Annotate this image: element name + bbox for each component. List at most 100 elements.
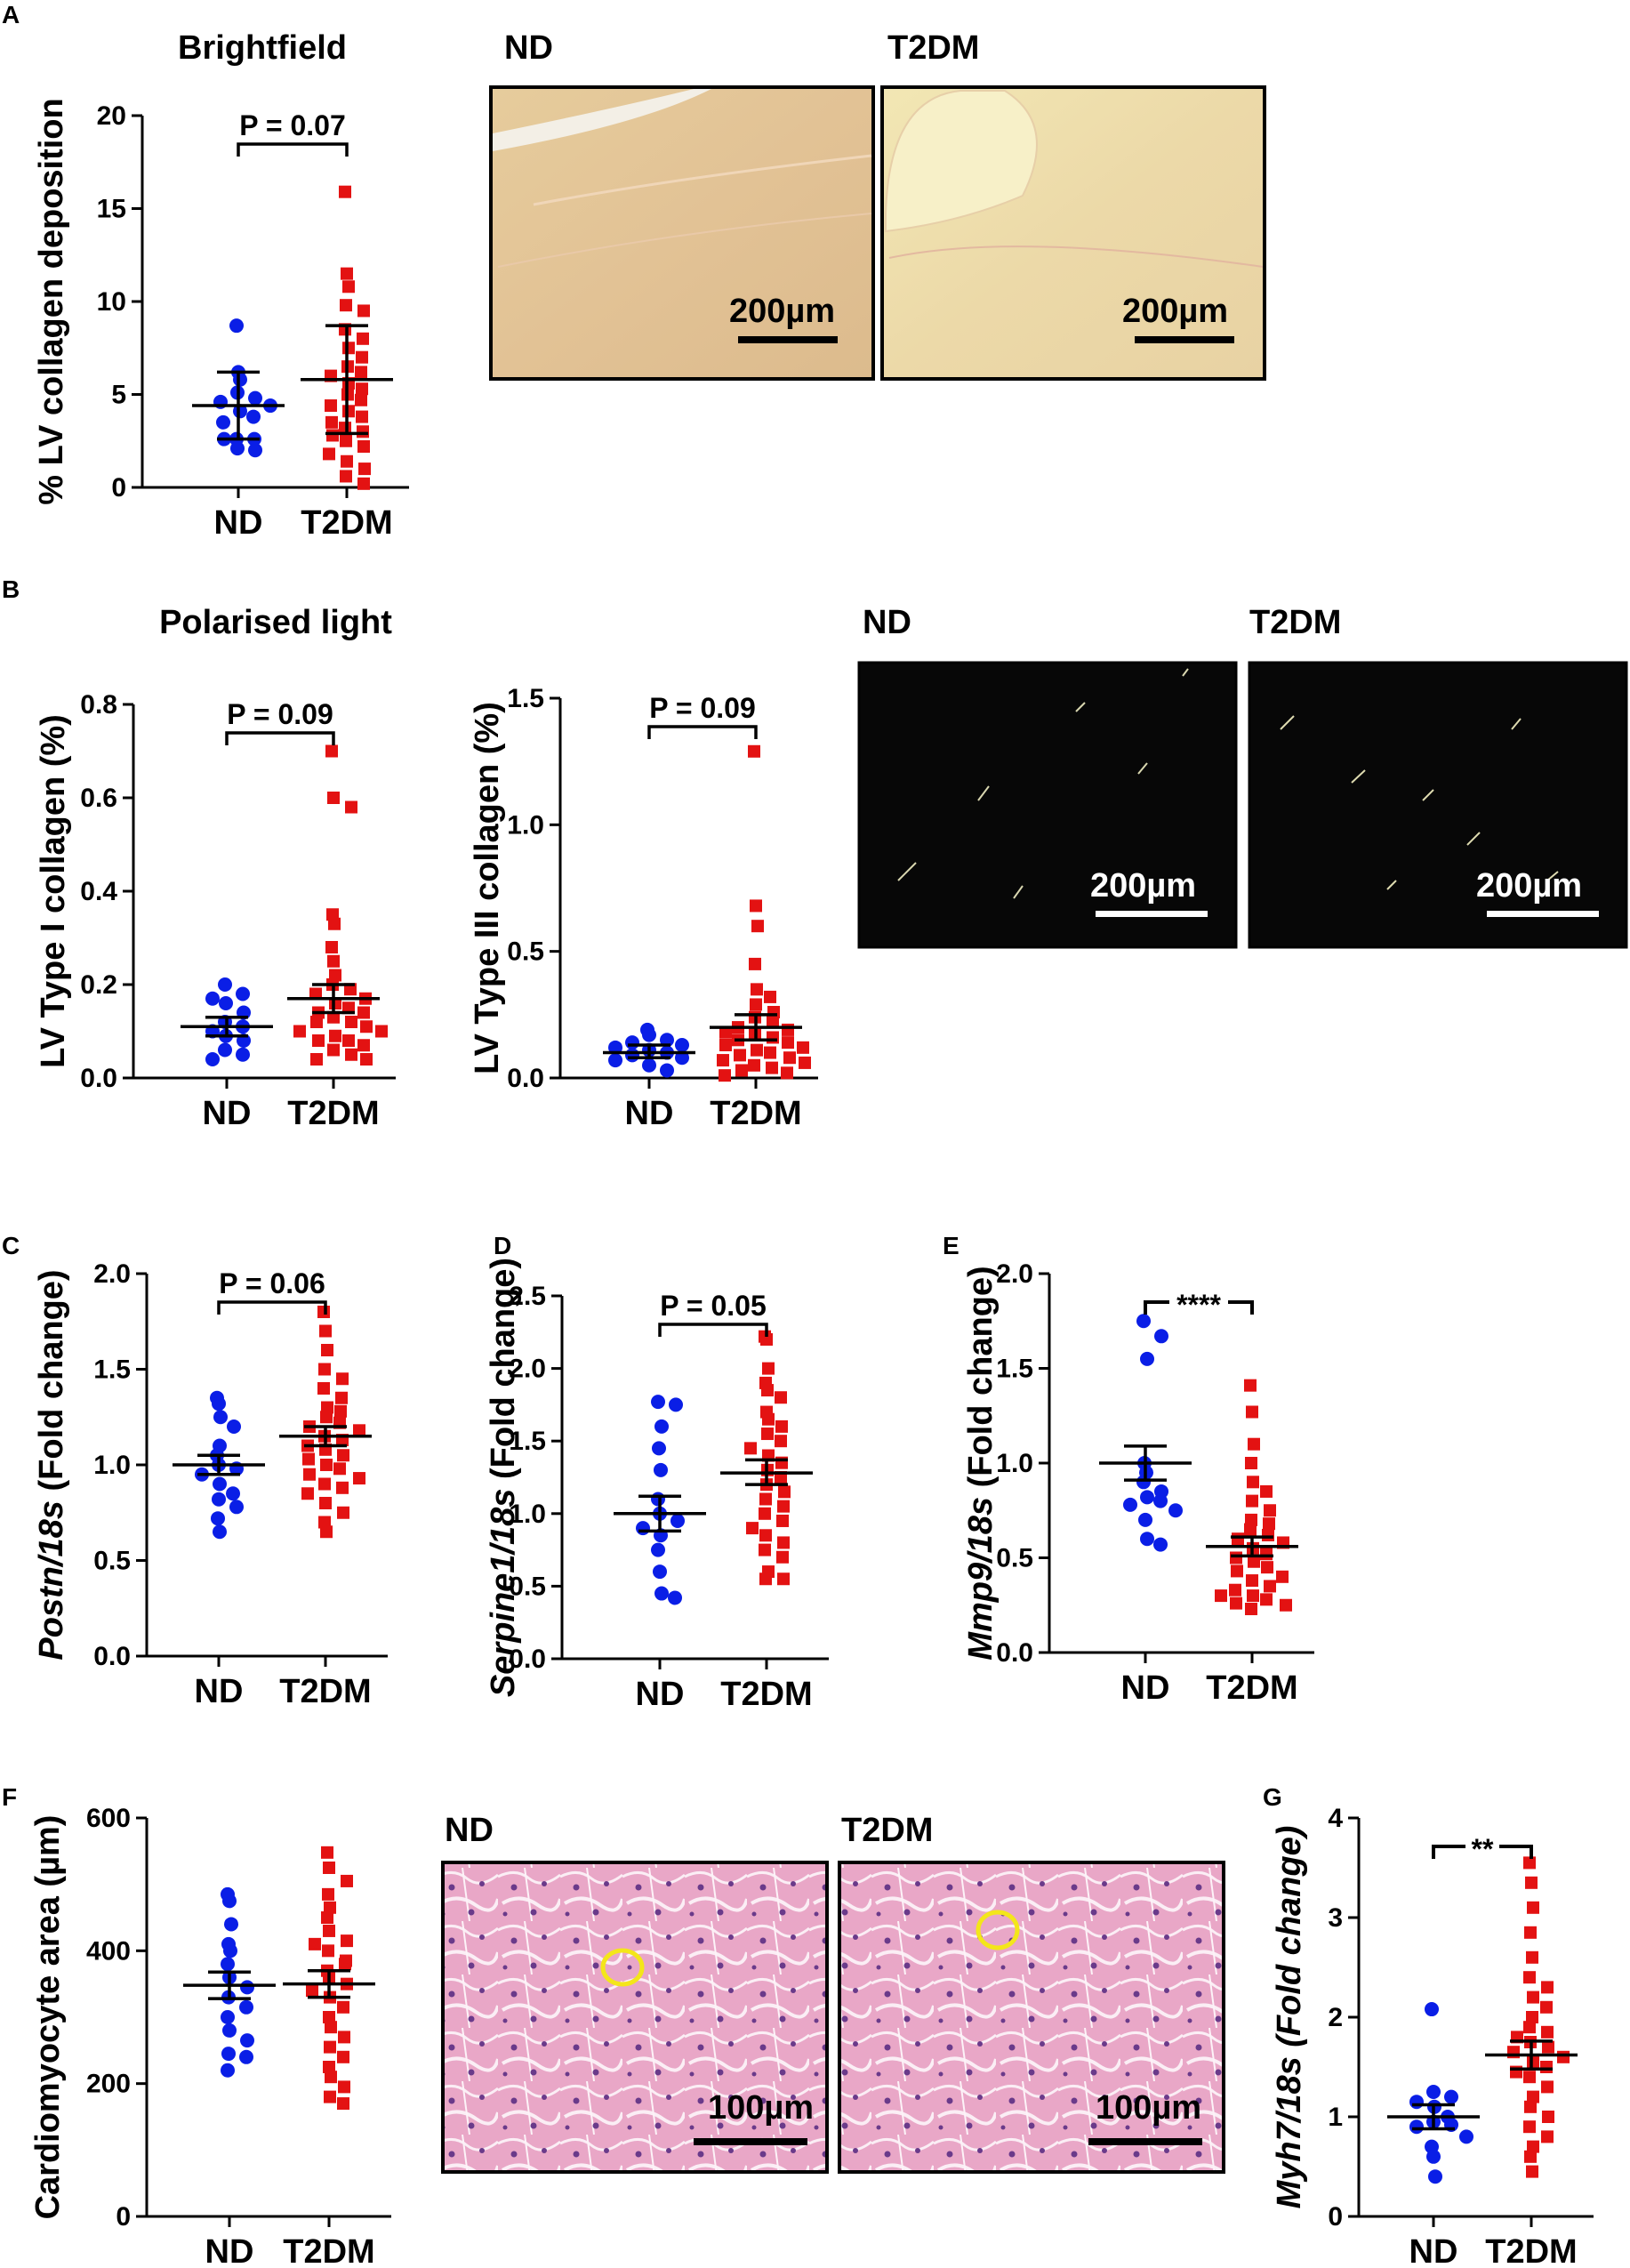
y-tick-label: 15	[97, 195, 126, 224]
t2dm-point	[323, 1924, 335, 1937]
micrograph-b-t2dm: T2DM 200µm	[1248, 604, 1628, 949]
t2dm-point	[1524, 2150, 1537, 2163]
t2dm-point	[751, 920, 764, 933]
t2dm-point	[325, 744, 338, 758]
t2dm-point	[327, 954, 340, 968]
t2dm-point	[1524, 1926, 1537, 1939]
scalebar-f-nd-label: 100µm	[708, 2089, 814, 2127]
t2dm-point	[357, 440, 370, 454]
y-tick-label: 0.5	[996, 1544, 1033, 1573]
micrograph-f-nd-label: ND	[445, 1812, 494, 1849]
nd-point	[229, 318, 244, 334]
x-category-label: ND	[205, 2233, 254, 2268]
t2dm-point	[1541, 2025, 1554, 2039]
x-category-label: T2DM	[287, 1095, 379, 1132]
x-category-label: T2DM	[301, 504, 392, 542]
y-tick-label: 1.0	[93, 1451, 131, 1480]
nd-point	[221, 2063, 235, 2078]
nd-point	[1428, 2169, 1442, 2184]
t2dm-point	[734, 1049, 746, 1062]
t2dm-point	[360, 1020, 373, 1033]
nd-point	[219, 996, 233, 1010]
y-tick-label: 0.2	[80, 970, 117, 1000]
nd-point	[218, 977, 232, 992]
t2dm-point	[323, 447, 335, 461]
nd-point	[218, 1042, 232, 1058]
nd-point	[1140, 1490, 1154, 1505]
nd-point	[1459, 2129, 1473, 2144]
x-category-label: T2DM	[710, 1095, 801, 1132]
t2dm-point	[322, 1944, 334, 1958]
y-axis-label: Mmp9/18s (Fold change)	[962, 1266, 1000, 1660]
t2dm-point	[749, 957, 761, 970]
t2dm-point	[327, 792, 340, 804]
panel-label-g: G	[1263, 1783, 1282, 1811]
t2dm-point	[1527, 2055, 1539, 2069]
panel-label-d: D	[494, 1232, 511, 1259]
t2dm-point	[1215, 1589, 1227, 1603]
nd-point	[221, 1957, 235, 1972]
y-axis-label: Serpine1/18s (Fold change)	[485, 1258, 522, 1697]
y-tick-label: 0.5	[509, 1572, 546, 1601]
nd-point	[636, 1521, 650, 1536]
nd-point	[212, 1492, 226, 1507]
t2dm-point	[337, 1449, 349, 1462]
nd-point	[1136, 1475, 1151, 1490]
t2dm-point	[342, 280, 355, 294]
t2dm-point	[1261, 1561, 1273, 1574]
t2dm-point	[317, 1382, 330, 1395]
t2dm-point	[1280, 1598, 1292, 1612]
t2dm-point	[326, 429, 339, 442]
t2dm-point	[321, 1846, 333, 1859]
chart-d-serpine1: 0.0 0.5 1.0 1.5 2.0 2.5 ND T2DM Serpine1/18s (Fo…	[485, 1258, 829, 1713]
t2dm-point	[1523, 2120, 1536, 2134]
panel-label-b: B	[2, 575, 20, 603]
significance-bracket	[237, 142, 349, 157]
nd-point	[236, 1047, 250, 1062]
nd-point	[1444, 2089, 1458, 2104]
panel-label-a: A	[2, 1, 20, 28]
t2dm-point	[325, 399, 337, 413]
y-tick-label: 1.0	[996, 1449, 1033, 1478]
nd-point	[223, 1943, 237, 1958]
t2dm-point	[1248, 1437, 1260, 1451]
y-tick-label: 600	[86, 1804, 131, 1833]
t2dm-point	[777, 1572, 790, 1586]
nd-point	[222, 2023, 237, 2038]
nd-point	[1409, 2119, 1424, 2135]
t2dm-point	[1260, 1548, 1273, 1561]
t2dm-point	[767, 1031, 779, 1044]
t2dm-point	[776, 1550, 789, 1564]
scalebar-b-nd	[1096, 911, 1208, 917]
t2dm-point	[336, 1372, 349, 1386]
t2dm-point	[1247, 1589, 1259, 1603]
t2dm-point	[759, 1492, 772, 1506]
micrograph-b-nd-label: ND	[863, 604, 911, 641]
t2dm-point	[1246, 1574, 1258, 1588]
y-tick-label: 1.5	[507, 684, 544, 713]
t2dm-point	[341, 1874, 353, 1887]
y-tick-label: 0.4	[80, 877, 117, 906]
t2dm-point	[759, 1507, 771, 1520]
nd-point	[1425, 2002, 1439, 2017]
nd-point	[1136, 1314, 1151, 1329]
t2dm-point	[717, 1054, 729, 1067]
nd-point	[211, 1511, 225, 1526]
t2dm-point	[341, 1934, 353, 1948]
nd-point	[1140, 1532, 1154, 1547]
nd-point	[651, 1395, 665, 1410]
significance-bracket	[217, 1300, 327, 1315]
nd-point	[246, 409, 261, 424]
chart-title: Polarised light	[159, 604, 392, 641]
t2dm-point	[1540, 2000, 1553, 2014]
chart-a-collagen-brightfield: Brightfield 0 5 10 15 20 ND T2DM % LV collagen d…	[33, 29, 409, 542]
t2dm-point	[357, 304, 370, 318]
x-category-label: ND	[636, 1676, 685, 1713]
significance-label: P = 0.09	[227, 698, 333, 730]
t2dm-point	[799, 1056, 811, 1069]
t2dm-point	[301, 1487, 314, 1500]
t2dm-point	[1231, 1564, 1243, 1578]
t2dm-point	[337, 2097, 349, 2111]
nd-point	[668, 1590, 682, 1605]
nd-point	[226, 1486, 240, 1501]
